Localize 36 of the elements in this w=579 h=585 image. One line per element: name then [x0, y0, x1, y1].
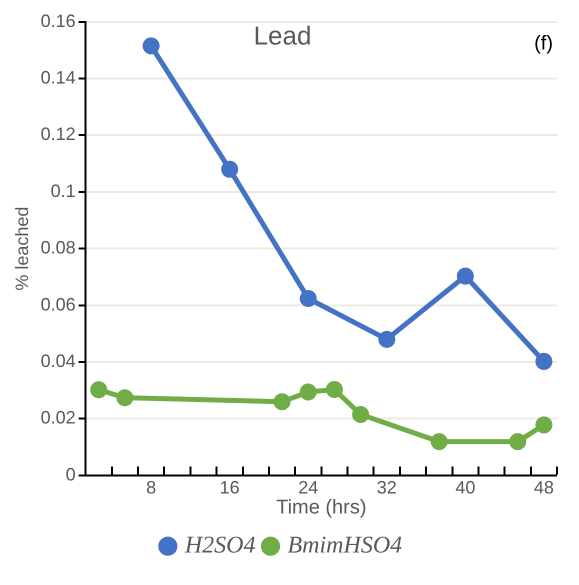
- y-tick-label: 0.12: [40, 124, 76, 144]
- point: [456, 268, 474, 285]
- x-tick-label: 40: [455, 477, 476, 498]
- y-tick-label: 0.08: [40, 238, 76, 258]
- y-tick-label: 0.1: [50, 180, 76, 201]
- legend-label: H2SO4: [184, 532, 256, 559]
- y-tick-label: 0.14: [40, 67, 76, 88]
- point: [300, 384, 317, 401]
- point: [90, 381, 108, 398]
- y-tick-label: 0.02: [40, 408, 76, 428]
- point: [116, 389, 134, 406]
- chart-title: Lead: [254, 20, 312, 51]
- x-tick-label: 8: [146, 477, 156, 498]
- point: [509, 433, 526, 450]
- point: [326, 381, 343, 398]
- y-tick-label: 0.06: [40, 294, 76, 314]
- y-axis-title: % leached: [12, 206, 32, 291]
- point: [430, 433, 448, 450]
- point: [300, 290, 317, 307]
- point: [142, 37, 160, 54]
- legend-label: BmimHSO4: [288, 532, 402, 559]
- point: [352, 406, 370, 423]
- x-tick-label: 24: [298, 477, 318, 498]
- point: [274, 393, 291, 410]
- y-tick-label: 0: [66, 464, 76, 484]
- x-tick-label: 48: [534, 477, 554, 498]
- x-axis-title: Time (hrs): [276, 496, 367, 519]
- x-tick-label: 32: [376, 477, 397, 498]
- annotation: (f): [534, 32, 553, 54]
- point: [535, 352, 552, 370]
- point: [221, 160, 238, 178]
- y-tick-label: 0.04: [40, 350, 76, 371]
- point: [535, 416, 552, 434]
- y-tick-label: 0.16: [40, 10, 76, 31]
- x-tick-label: 16: [220, 477, 240, 498]
- point: [378, 330, 396, 348]
